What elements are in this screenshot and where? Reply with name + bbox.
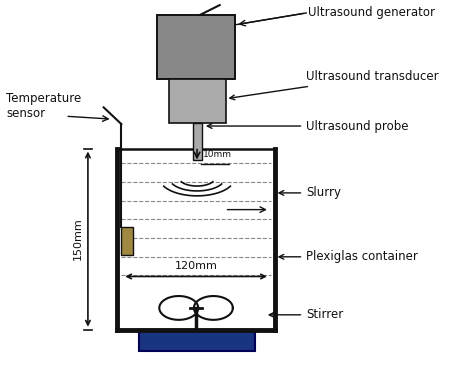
Bar <box>193 123 202 160</box>
Text: Stirrer: Stirrer <box>269 308 344 321</box>
Bar <box>169 79 226 123</box>
Text: 150mm: 150mm <box>73 218 83 260</box>
Text: Ultrasound probe: Ultrasound probe <box>207 120 409 132</box>
Text: Ultrasound transducer: Ultrasound transducer <box>230 70 439 100</box>
Bar <box>121 227 133 255</box>
Text: 120mm: 120mm <box>174 261 218 270</box>
Text: 10mm: 10mm <box>203 150 232 159</box>
Text: Slurry: Slurry <box>279 186 341 199</box>
Text: Plexiglas container: Plexiglas container <box>279 250 418 263</box>
Text: Ultrasound generator: Ultrasound generator <box>308 6 435 19</box>
Bar <box>157 15 236 79</box>
Text: Temperature
sensor: Temperature sensor <box>6 92 82 120</box>
Bar <box>139 329 255 351</box>
